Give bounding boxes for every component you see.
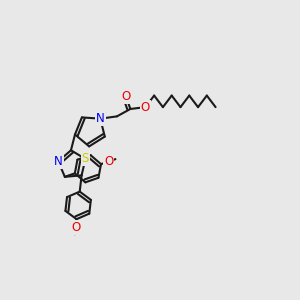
Text: O: O	[141, 100, 150, 114]
Text: O: O	[122, 91, 131, 103]
Text: N: N	[54, 155, 63, 168]
Text: S: S	[82, 152, 89, 165]
Text: O: O	[104, 155, 113, 168]
Text: O: O	[71, 221, 80, 234]
Text: N: N	[96, 112, 105, 125]
